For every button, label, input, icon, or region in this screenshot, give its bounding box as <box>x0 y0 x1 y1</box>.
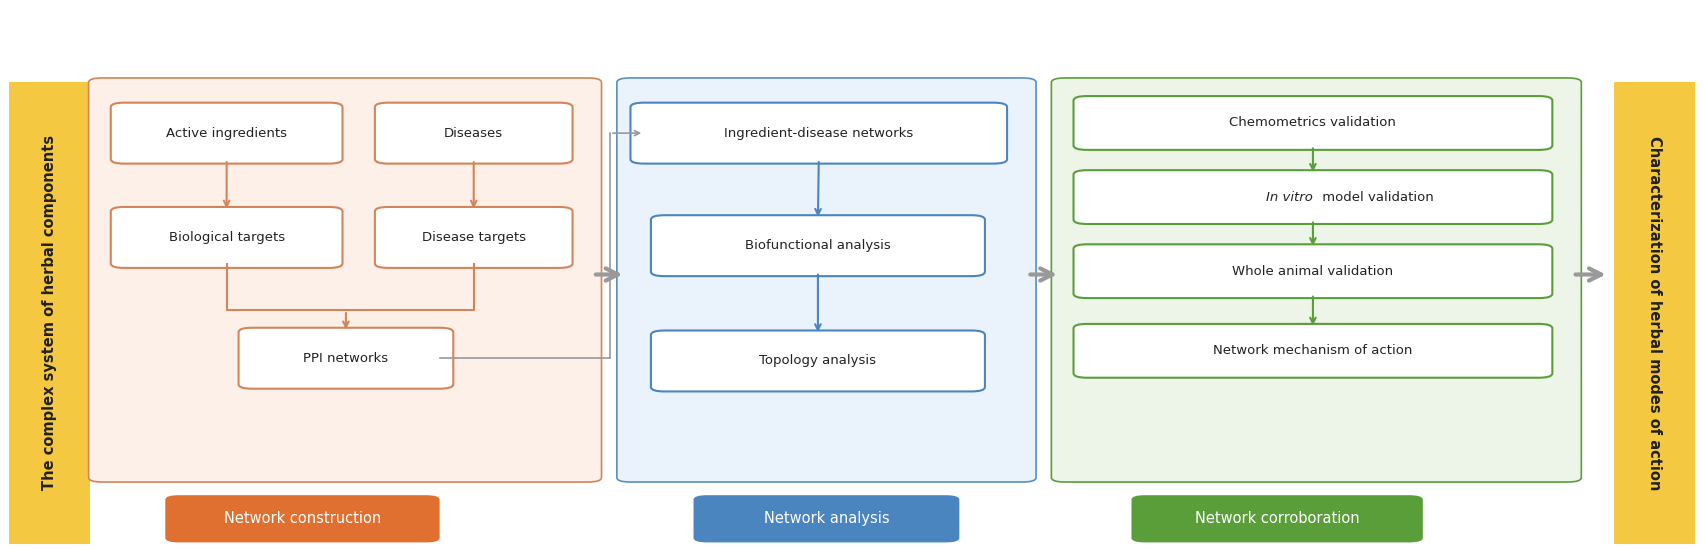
Text: PPI networks: PPI networks <box>303 352 389 365</box>
FancyBboxPatch shape <box>375 207 573 268</box>
FancyBboxPatch shape <box>1051 78 1581 482</box>
FancyBboxPatch shape <box>651 330 985 391</box>
FancyBboxPatch shape <box>375 103 573 164</box>
FancyBboxPatch shape <box>1074 96 1552 150</box>
Text: Diseases: Diseases <box>445 127 503 139</box>
Text: Network corroboration: Network corroboration <box>1195 511 1360 526</box>
Text: Active ingredients: Active ingredients <box>165 127 288 139</box>
FancyBboxPatch shape <box>9 82 90 544</box>
FancyBboxPatch shape <box>1074 170 1552 224</box>
FancyBboxPatch shape <box>694 495 959 542</box>
Text: Biofunctional analysis: Biofunctional analysis <box>745 239 891 252</box>
FancyBboxPatch shape <box>111 207 343 268</box>
Text: Ingredient-disease networks: Ingredient-disease networks <box>724 127 913 139</box>
Text: Biological targets: Biological targets <box>169 231 285 244</box>
FancyBboxPatch shape <box>1614 82 1695 544</box>
Text: Disease targets: Disease targets <box>421 231 527 244</box>
Text: Network mechanism of action: Network mechanism of action <box>1213 344 1413 357</box>
FancyBboxPatch shape <box>89 78 602 482</box>
Text: Characterization of herbal modes of action: Characterization of herbal modes of acti… <box>1648 136 1661 490</box>
Text: Network analysis: Network analysis <box>763 511 889 526</box>
FancyBboxPatch shape <box>617 78 1036 482</box>
FancyBboxPatch shape <box>165 495 440 542</box>
Text: In vitro: In vitro <box>1266 191 1314 204</box>
Text: Whole animal validation: Whole animal validation <box>1232 265 1394 278</box>
Text: Chemometrics validation: Chemometrics validation <box>1230 116 1396 130</box>
FancyBboxPatch shape <box>1074 244 1552 298</box>
Text: Network construction: Network construction <box>223 511 382 526</box>
Text: model validation: model validation <box>1319 191 1433 204</box>
FancyBboxPatch shape <box>239 328 453 389</box>
Text: The complex system of herbal components: The complex system of herbal components <box>43 136 56 490</box>
FancyBboxPatch shape <box>111 103 343 164</box>
FancyBboxPatch shape <box>1074 324 1552 378</box>
Text: Topology analysis: Topology analysis <box>760 355 876 367</box>
FancyBboxPatch shape <box>651 215 985 276</box>
FancyBboxPatch shape <box>630 103 1007 164</box>
FancyBboxPatch shape <box>1131 495 1423 542</box>
